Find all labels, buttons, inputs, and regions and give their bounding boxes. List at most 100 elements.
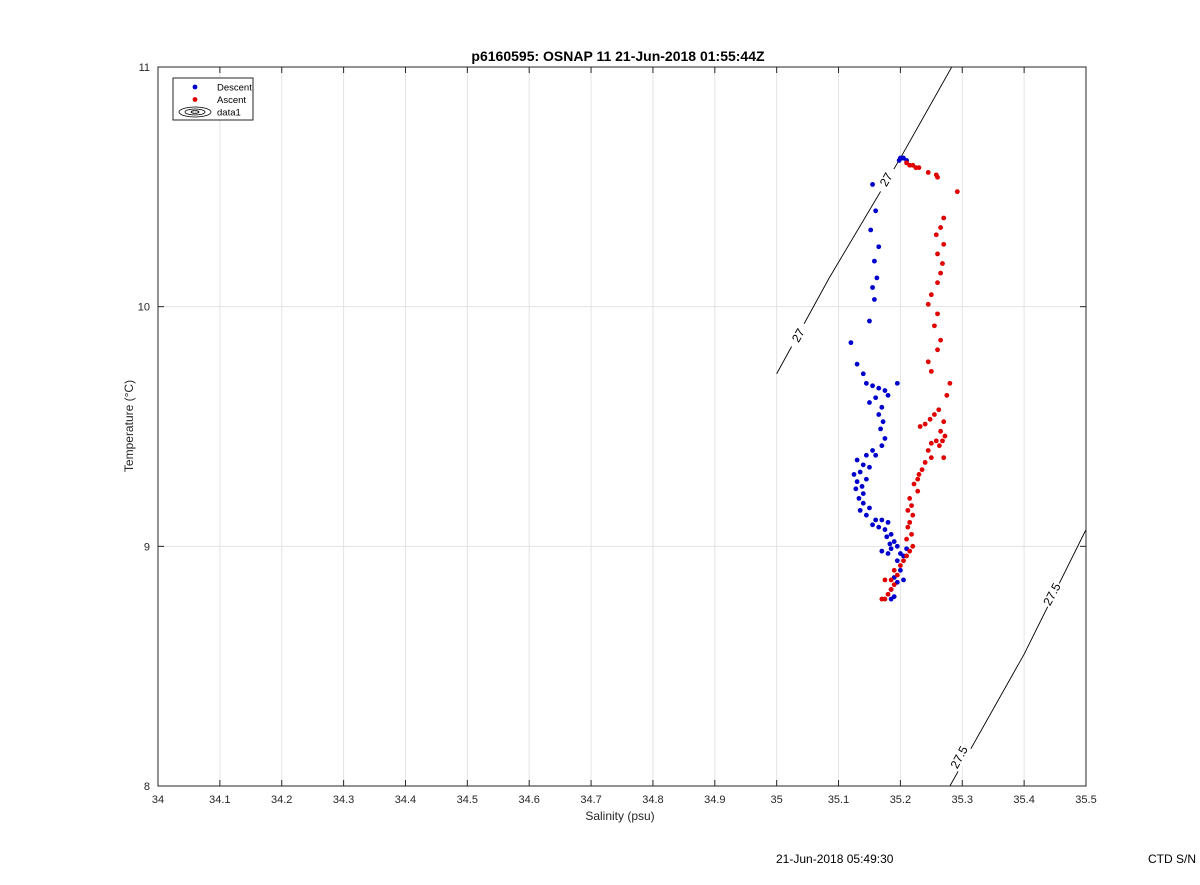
data-point: [904, 553, 909, 559]
data-point: [928, 368, 934, 374]
isopycnal-label-bg: [946, 742, 972, 773]
x-tick-label: 34.3: [333, 794, 354, 806]
data-point: [863, 512, 869, 518]
data-point: [911, 481, 917, 487]
legend-marker-icon: [192, 97, 198, 102]
data-point: [941, 419, 947, 425]
legend-label: Ascent: [217, 95, 246, 106]
data-point: [873, 517, 879, 523]
data-point: [868, 227, 874, 233]
data-point: [947, 380, 953, 386]
data-point: [879, 548, 885, 554]
data-point: [909, 503, 914, 508]
data-point: [873, 208, 879, 214]
x-tick-label: 35.1: [828, 794, 849, 806]
data-point: [859, 484, 865, 489]
data-point: [932, 412, 937, 417]
data-point: [882, 436, 888, 441]
data-point: [876, 385, 882, 391]
data-point: [910, 543, 916, 549]
data-point: [863, 476, 869, 482]
data-point: [888, 596, 894, 602]
data-point: [922, 460, 928, 465]
data-point: [935, 251, 940, 257]
data-point: [848, 340, 854, 346]
data-point: [928, 440, 934, 446]
data-point: [891, 567, 897, 573]
data-point: [887, 541, 893, 547]
x-tick-label: 34.1: [209, 794, 230, 806]
data-point: [933, 438, 939, 444]
data-point: [925, 448, 931, 453]
data-point: [928, 292, 934, 298]
data-point: [870, 448, 875, 453]
y-tick-label: 8: [144, 781, 150, 793]
data-point: [882, 577, 888, 583]
isopycnal-label: 27: [877, 170, 896, 189]
data-point: [938, 428, 944, 434]
data-point: [872, 258, 877, 264]
data-point: [888, 577, 894, 583]
data-point: [867, 505, 872, 511]
data-point: [860, 371, 866, 377]
footer-serial: CTD S/N: [1148, 852, 1196, 866]
x-tick-label: 34.2: [271, 794, 292, 806]
data-point: [867, 464, 872, 470]
x-tick-label: 35.3: [952, 794, 973, 806]
data-point: [863, 452, 869, 458]
data-point: [857, 469, 863, 475]
data-point: [933, 232, 939, 238]
y-tick-label: 11: [139, 62, 150, 74]
data-point: [880, 419, 886, 425]
data-point: [856, 496, 862, 501]
data-point: [885, 591, 891, 597]
data-point: [878, 426, 884, 432]
legend-box: [172, 77, 254, 121]
data-point: [938, 270, 944, 276]
x-tick-label: 34: [152, 794, 164, 806]
data-point: [915, 488, 921, 494]
x-axis-label: Salinity (psu): [585, 809, 654, 823]
data-point: [944, 392, 950, 398]
data-point: [932, 323, 937, 329]
data-point: [876, 524, 882, 530]
data-point: [905, 524, 911, 530]
data-point: [888, 546, 894, 552]
data-point: [922, 421, 928, 427]
data-point: [870, 285, 875, 290]
data-point: [941, 215, 947, 221]
data-point: [854, 361, 860, 367]
x-tick-label: 35.4: [1013, 794, 1034, 806]
data-point: [885, 392, 891, 398]
footer-timestamp: 21-Jun-2018 05:49:30: [776, 852, 894, 866]
x-tick-label: 35.5: [1075, 794, 1096, 806]
data-point: [860, 462, 866, 468]
data-point: [898, 567, 903, 573]
data-point: [917, 424, 923, 429]
data-point: [925, 359, 931, 365]
data-point: [884, 534, 890, 540]
legend-marker-icon: [192, 84, 198, 90]
data-point: [942, 433, 948, 439]
data-point: [941, 455, 947, 461]
data-point: [879, 517, 885, 523]
legend-contour-icon-inner: [184, 108, 206, 116]
isopycnal-line: [949, 529, 1086, 786]
data-point: [894, 543, 900, 549]
grid: [157, 66, 1087, 787]
data-point: [888, 587, 894, 592]
x-tick-label: 34.4: [395, 794, 416, 806]
data-point: [909, 531, 914, 537]
data-point: [891, 539, 897, 544]
data-point: [885, 519, 891, 525]
legend-label: data1: [217, 108, 241, 119]
data-point: [873, 395, 879, 401]
data-point: [940, 438, 945, 444]
data-point: [915, 476, 921, 482]
data-point: [870, 182, 875, 187]
x-tick-label: 35: [771, 794, 783, 806]
data-point: [919, 467, 925, 473]
data-point: [935, 174, 940, 180]
data-point: [907, 496, 913, 501]
